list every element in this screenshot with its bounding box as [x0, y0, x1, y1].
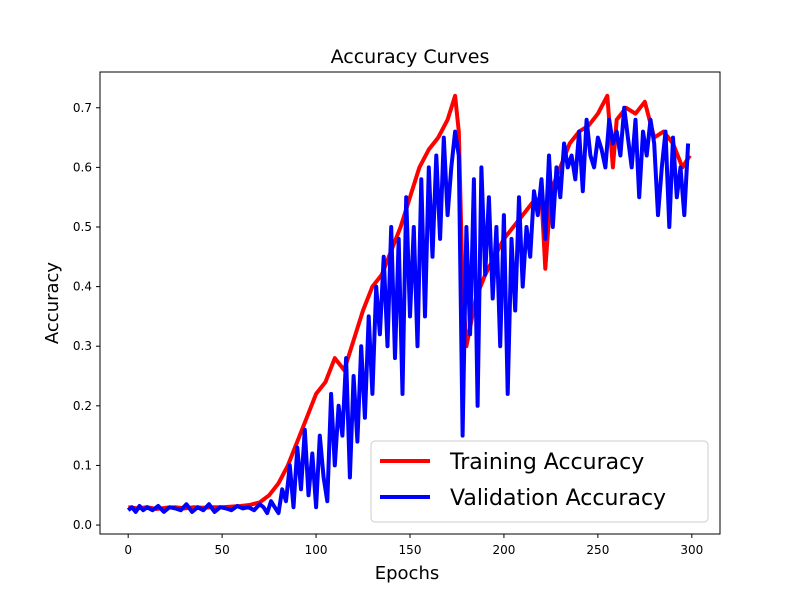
x-tick-label: 50 — [214, 543, 229, 557]
chart-title: Accuracy Curves — [331, 46, 490, 68]
y-tick-label: 0.2 — [73, 399, 92, 413]
x-tick-label: 250 — [586, 543, 609, 557]
y-axis-ticks: 0.0 0.1 0.2 0.3 0.4 0.5 0.6 0.7 — [73, 101, 100, 532]
x-axis-label: Epochs — [375, 563, 440, 584]
series-line-training — [127, 93, 692, 511]
legend: Training Accuracy Validation Accuracy — [370, 440, 709, 523]
series-line-validation — [126, 105, 691, 516]
x-tick-label: 0 — [124, 543, 132, 557]
y-tick-label: 0.3 — [73, 339, 92, 353]
x-tick-label: 200 — [492, 543, 515, 557]
legend-label-validation: Validation Accuracy — [450, 486, 666, 511]
x-tick-label: 100 — [305, 543, 328, 557]
legend-box — [370, 440, 709, 523]
x-tick-label: 150 — [399, 543, 422, 557]
plot-area: 0 50 100 150 200 250 300 0.0 0.1 0.2 0.3 0.4 0.5 0.6… — [73, 71, 721, 557]
y-tick-label: 0.1 — [73, 458, 92, 472]
y-tick-label: 0.7 — [73, 101, 92, 115]
series-layer — [126, 93, 692, 516]
y-tick-label: 0.4 — [73, 280, 92, 294]
y-tick-label: 0.5 — [73, 220, 92, 234]
x-axis-ticks: 0 50 100 150 200 250 300 — [124, 534, 703, 557]
y-axis-label: Accuracy — [42, 262, 63, 345]
x-tick-label: 300 — [680, 543, 703, 557]
legend-label-training: Training Accuracy — [449, 450, 644, 475]
y-tick-label: 0.0 — [73, 518, 92, 532]
y-tick-label: 0.6 — [73, 160, 92, 174]
